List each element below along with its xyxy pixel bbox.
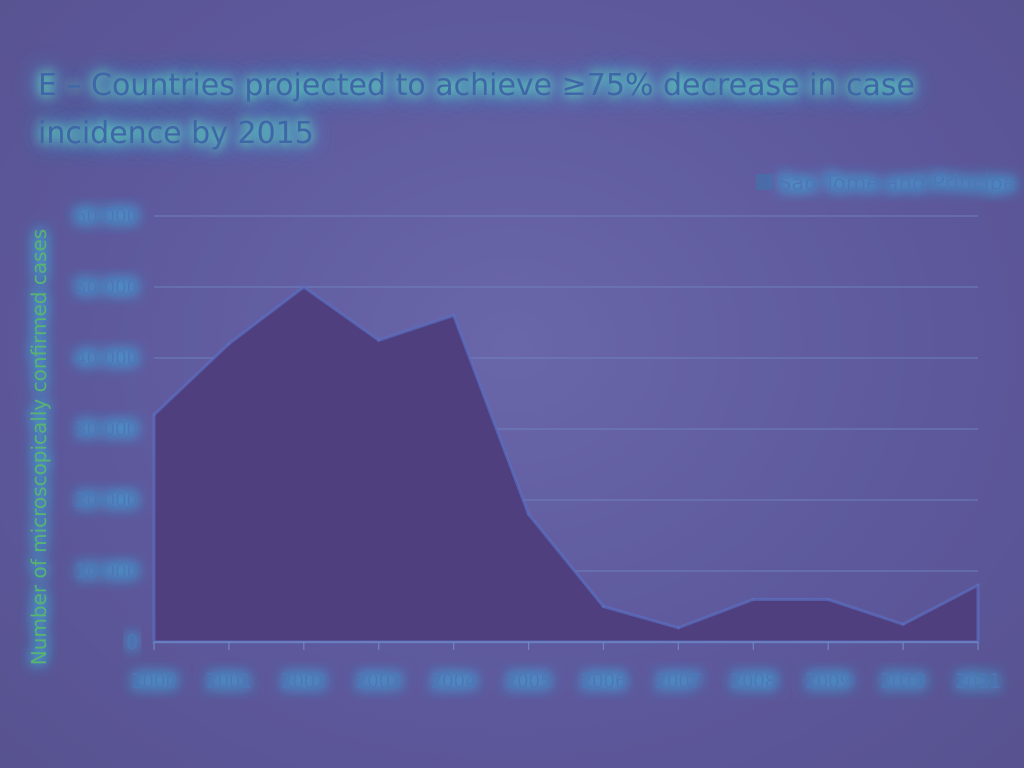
legend: Sao Tome and Principe xyxy=(756,171,1016,195)
area-series xyxy=(152,285,980,644)
x-tick-label: 2010 xyxy=(880,669,926,693)
data-point xyxy=(152,413,156,417)
x-tick-label: 2000 xyxy=(131,669,177,693)
data-point xyxy=(901,622,905,626)
data-point xyxy=(676,626,680,630)
y-axis-title: Number of microscopically confirmed case… xyxy=(27,229,51,665)
x-tick-label: 2007 xyxy=(655,669,701,693)
legend-label: Sao Tome and Principe xyxy=(778,171,1016,195)
x-tick-label: 2003 xyxy=(356,669,402,693)
x-tick-label: 2004 xyxy=(431,669,477,693)
data-point xyxy=(751,597,755,601)
chart-title: E – Countries projected to achieve ≥75% … xyxy=(38,68,915,151)
y-tick-label: 50 000 xyxy=(75,275,138,299)
area-fill-sao-tome-and-principe xyxy=(152,285,980,644)
data-point xyxy=(527,512,531,516)
y-axis: 0 10 000 20 000 30 000 40 000 50 000 60 000 xyxy=(75,204,138,654)
data-point xyxy=(452,313,456,317)
y-tick-label: 20 000 xyxy=(75,488,138,512)
data-point xyxy=(601,605,605,608)
x-tick-label: 2006 xyxy=(581,669,627,693)
data-point xyxy=(976,583,980,587)
x-tick-label: 2009 xyxy=(805,669,851,693)
x-tick-label: 2008 xyxy=(730,669,776,693)
data-point xyxy=(826,597,830,601)
x-tick-label: 2001 xyxy=(206,669,252,693)
x-axis: 2000 2001 2002 2003 2004 2005 2006 2007 2008 2009… xyxy=(131,641,1001,693)
data-point xyxy=(377,338,381,342)
y-tick-label: 30 000 xyxy=(75,417,138,441)
data-point xyxy=(302,285,306,289)
x-tick-label: 2011 xyxy=(955,669,1001,693)
x-tick-label: 2002 xyxy=(281,669,327,693)
y-tick-label: 10 000 xyxy=(75,559,138,583)
y-tick-label: 0 xyxy=(127,630,138,654)
x-tick-label: 2005 xyxy=(506,669,552,693)
legend-swatch xyxy=(756,174,772,190)
y-tick-label: 40 000 xyxy=(75,346,138,370)
data-point xyxy=(227,342,231,346)
y-tick-label: 60 000 xyxy=(75,204,138,228)
